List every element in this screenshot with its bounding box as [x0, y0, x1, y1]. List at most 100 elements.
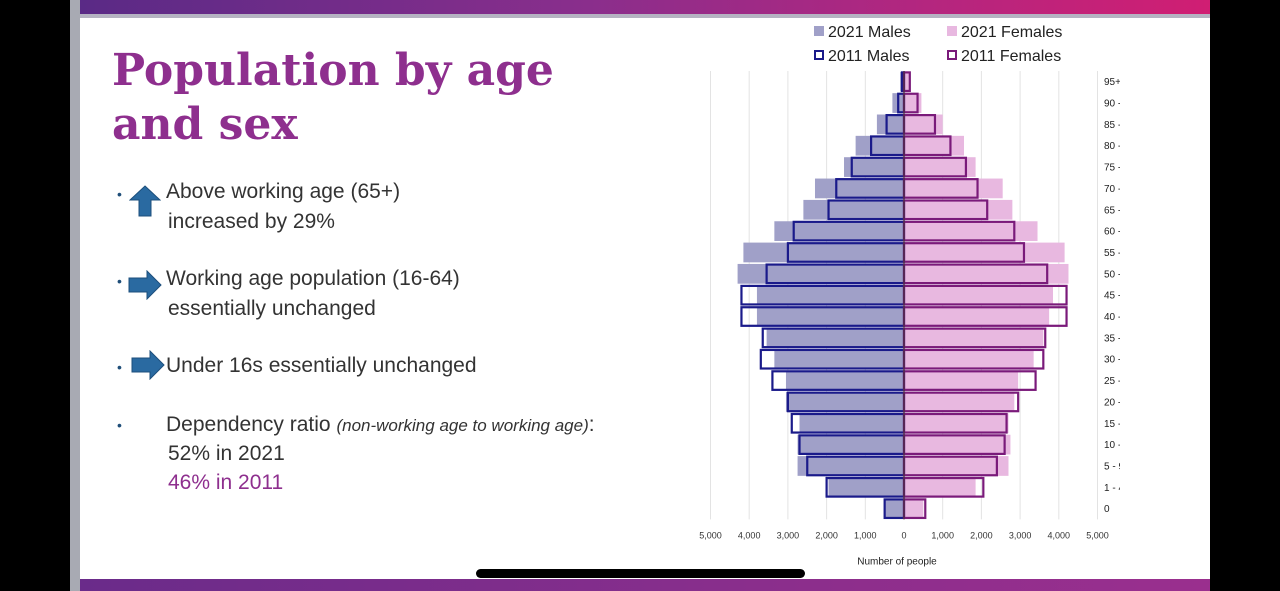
- slide-title-line-2: and sex: [112, 99, 298, 150]
- x-tick-label: 2,000: [815, 530, 838, 540]
- bullet-4-lead-text: Dependency ratio: [166, 413, 331, 436]
- slide-title-line-1: Population by age: [112, 45, 554, 96]
- bar-2021-male: [785, 392, 904, 412]
- legend-swatch: [947, 50, 957, 60]
- bullet-2-line-2: essentially unchanged: [168, 297, 376, 320]
- age-band-label: 30 - 34: [1104, 355, 1120, 366]
- bar-2021-female: [904, 477, 976, 498]
- legend-swatch: [814, 26, 824, 36]
- age-band-label: 90 - 94: [1104, 99, 1120, 110]
- bullet-dot-1: •: [117, 186, 122, 202]
- bar-2021-male: [766, 328, 904, 348]
- bar-2021-female: [904, 93, 922, 113]
- home-indicator: [476, 569, 805, 578]
- arrow-up-icon: [129, 185, 161, 217]
- age-band-label: 70 - 74: [1104, 184, 1120, 195]
- age-band-label: 5 - 9: [1104, 461, 1120, 472]
- bar-2021-female: [904, 306, 1050, 327]
- bullet-1-line-2: increased by 29%: [168, 210, 335, 233]
- x-axis-title: Number of people: [857, 556, 937, 567]
- chart-legend: 2021 Males 2021 Females 2011 Males 2011 Fem…: [814, 24, 1062, 65]
- x-tick-label: 4,000: [1048, 530, 1071, 540]
- age-band-label: 75 - 79: [1104, 163, 1120, 174]
- bar-2021-male: [844, 157, 904, 177]
- bar-2021-male: [884, 498, 904, 519]
- age-band-label: 15 - 19: [1104, 419, 1120, 430]
- x-tick-label: 5,000: [699, 530, 722, 540]
- legend-entry: 2011 Males: [828, 48, 910, 65]
- bar-2021-male: [797, 456, 904, 476]
- bar-2021-male: [774, 349, 904, 370]
- age-band-label: 65 - 69: [1104, 205, 1120, 216]
- bullet-dot-3: •: [117, 359, 122, 375]
- arrow-right-icon: [131, 350, 165, 380]
- bar-2021-male: [803, 199, 904, 220]
- bar-2021-female: [904, 71, 910, 92]
- bar-2021-female: [904, 114, 943, 135]
- x-tick-label: 3,000: [1009, 530, 1032, 540]
- bar-2021-female: [904, 263, 1069, 284]
- population-pyramid-chart: 2021 Males 2021 Females 2011 Males 2011 Fem…: [699, 24, 1120, 567]
- bar-2021-male: [876, 114, 904, 135]
- bullet-dot-4: •: [117, 417, 122, 433]
- age-band-label: 80 - 84: [1104, 141, 1120, 152]
- bar-2021-male: [756, 306, 904, 327]
- top-banner-underline: [80, 14, 1210, 18]
- age-band-label: 95+: [1104, 77, 1120, 88]
- age-band-label: 10 - 14: [1104, 440, 1120, 451]
- bar-2021-male: [814, 178, 904, 199]
- bar-2021-female: [904, 199, 1013, 220]
- bullet-dot-2: •: [117, 273, 122, 289]
- x-tick-label: 5,000: [1086, 530, 1109, 540]
- bar-2021-female: [904, 370, 1019, 391]
- bar-2021-female: [904, 221, 1038, 241]
- age-band-label: 50 - 54: [1104, 269, 1120, 280]
- bar-2021-male: [828, 477, 904, 498]
- bar-2021-male: [737, 263, 904, 284]
- top-banner: [80, 0, 1210, 14]
- chart-bars: [737, 71, 1069, 520]
- bar-2021-male: [797, 434, 904, 455]
- bar-2021-female: [904, 328, 1044, 348]
- x-tick-label: 1,000: [854, 530, 877, 540]
- age-band-labels: 0 1 - 4 5 - 9 10 - 14 15 - 19 20 - 24 25 - 29 3…: [1104, 77, 1120, 515]
- x-tick-label: 3,000: [777, 530, 800, 540]
- bar-2021-female: [904, 178, 1003, 199]
- bullet-4-lead: Dependency ratio (non-working age to wor…: [166, 413, 595, 437]
- bullet-1-line-1: Above working age (65+): [166, 180, 401, 203]
- age-band-label: 45 - 49: [1104, 291, 1120, 302]
- age-band-label: 85 - 89: [1104, 120, 1120, 131]
- x-tick-label: 0: [901, 530, 906, 540]
- bullet-4-line-2021: 52% in 2021: [168, 442, 285, 465]
- bar-2021-male: [799, 413, 904, 434]
- legend-entry: 2011 Females: [961, 48, 1061, 65]
- bar-2021-female: [904, 456, 1009, 476]
- bullet-4-note: (non-working age to working age): [336, 416, 589, 435]
- bar-2021-female: [904, 285, 1053, 306]
- bar-2021-female: [904, 392, 1015, 412]
- legend-swatch: [947, 26, 957, 36]
- age-band-label: 25 - 29: [1104, 376, 1120, 387]
- bar-2021-female: [904, 413, 1009, 434]
- age-band-label: 1 - 4: [1104, 483, 1120, 494]
- bar-2021-female: [904, 157, 976, 177]
- bottom-banner: [80, 579, 1210, 591]
- legend-entry: 2021 Males: [828, 24, 911, 41]
- bar-2021-female: [904, 242, 1065, 263]
- slide-title: Population by age and sex: [112, 44, 632, 152]
- age-band-label: 40 - 44: [1104, 312, 1120, 323]
- bar-2021-female: [904, 135, 964, 156]
- age-band-label: 55 - 59: [1104, 248, 1120, 259]
- bullet-3-line-1: Under 16s essentially unchanged: [166, 354, 477, 377]
- x-tick-label: 2,000: [970, 530, 993, 540]
- age-band-label: 60 - 64: [1104, 227, 1120, 238]
- bar-2021-male: [855, 135, 904, 156]
- left-edge-strip: [70, 0, 80, 591]
- bar-2021-male: [743, 242, 904, 263]
- x-axis-tick-labels: 5,000 4,000 3,000 2,000 1,000 0 1,000 2,000 3,00…: [699, 530, 1109, 540]
- bullet-4-suffix: :: [588, 413, 595, 436]
- x-tick-label: 4,000: [738, 530, 761, 540]
- bar-2021-male: [774, 221, 904, 241]
- legend-swatch: [814, 50, 824, 60]
- bullet-2-line-1: Working age population (16-64): [166, 267, 460, 290]
